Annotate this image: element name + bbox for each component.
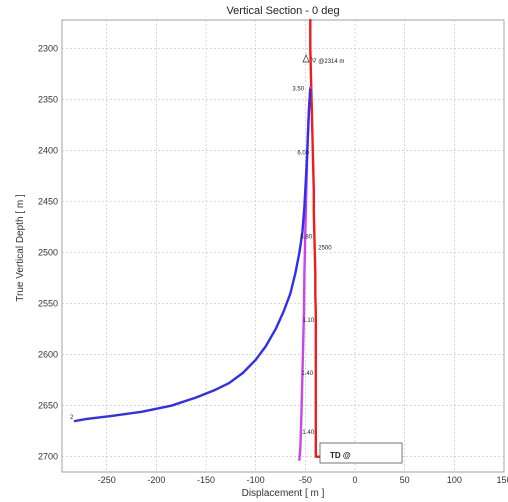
inclination-marker-icon <box>302 54 315 63</box>
annotation-label: 1.40 <box>301 371 313 377</box>
x-tick-label: 0 <box>353 475 358 485</box>
annotation-label: 3.50 <box>292 86 304 92</box>
x-tick-label: 100 <box>447 475 462 485</box>
annotation-label: 2 <box>70 415 74 421</box>
annotation-label: 1.40 <box>302 430 314 436</box>
annotation-label: 7 @2314 m <box>313 59 344 65</box>
annotation-label: 1.10 <box>302 318 314 324</box>
x-tick-label: -50 <box>299 475 312 485</box>
x-tick-label: -100 <box>247 475 265 485</box>
y-tick-label: 2650 <box>38 401 58 411</box>
y-axis-title: True Vertical Depth [ m ] <box>15 194 26 302</box>
x-tick-label: 150 <box>496 475 508 485</box>
y-tick-label: 2450 <box>38 197 58 207</box>
grid-lines <box>62 20 505 472</box>
series-line-1 <box>309 18 381 458</box>
y-tick-label: 2700 <box>38 452 58 462</box>
y-tick-label: 2600 <box>38 350 58 360</box>
series-line-3 <box>73 88 312 423</box>
x-axis-title: Displacement [ m ] <box>242 488 325 499</box>
annotation-label: 6.00 <box>297 151 309 157</box>
y-tick-label: 2500 <box>38 248 58 258</box>
annotation-label: 2500 <box>318 246 332 252</box>
y-tick-label: 2300 <box>38 44 58 54</box>
y-tick-label: 2550 <box>38 299 58 309</box>
chart-title: Vertical Section - 0 deg <box>226 5 339 17</box>
annotation-label: 5.80 <box>300 234 312 240</box>
series-group <box>73 18 381 461</box>
plot-frame <box>61 19 505 473</box>
td-legend-box: TD @ <box>319 442 403 464</box>
annotations-group: 7 @2314 m3.506.005.8025001.101.401.40Tgt… <box>70 59 366 456</box>
y-tick-labels: 2300 2350 2400 2450 2500 2550 2600 2650 2700 <box>38 44 58 462</box>
y-tick-label: 2400 <box>38 146 58 156</box>
td-legend-text: TD @ <box>330 451 351 460</box>
x-tick-label: -250 <box>98 475 116 485</box>
y-tick-label: 2350 <box>38 95 58 105</box>
x-tick-label: -200 <box>147 475 165 485</box>
x-tick-labels: -250 -200 -150 -100 -50 0 50 100 150 <box>98 475 508 485</box>
x-tick-label: -150 <box>197 475 215 485</box>
x-tick-label: 50 <box>400 475 410 485</box>
